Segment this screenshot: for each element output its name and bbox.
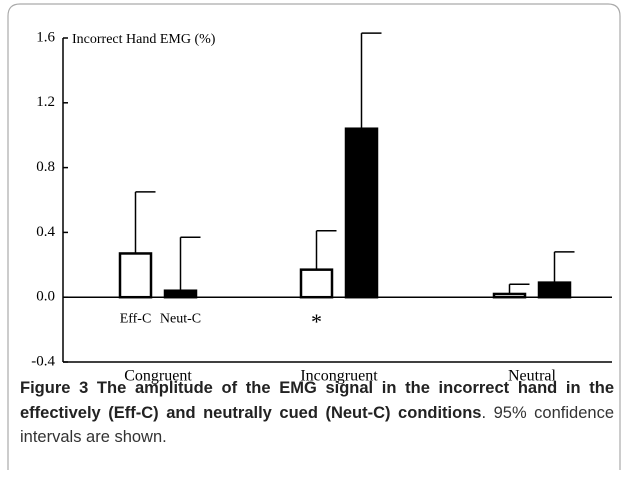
y-tick-label: 0.4 bbox=[36, 224, 55, 240]
bar bbox=[344, 127, 379, 299]
frame bbox=[7, 3, 621, 470]
caption: Figure 3 The amplitude of the EMG signal… bbox=[20, 376, 614, 450]
y-tick-label: 1.2 bbox=[36, 94, 55, 110]
y-tick-label: 1.6 bbox=[36, 29, 55, 45]
x-tick-label: Neutral bbox=[508, 368, 557, 385]
x-tick-label: Incongruent bbox=[300, 368, 378, 385]
y-tick-label: 0.0 bbox=[36, 289, 55, 305]
bar bbox=[537, 281, 572, 299]
caption-bold: Figure 3 The amplitude of the EMG signal… bbox=[20, 379, 614, 422]
bar bbox=[163, 289, 198, 299]
y-tick-label: 0.8 bbox=[36, 159, 55, 175]
series-label: Neut-C bbox=[160, 311, 201, 326]
series-label: Eff-C bbox=[120, 311, 152, 326]
bar bbox=[492, 292, 527, 299]
bar bbox=[299, 268, 334, 299]
y-axis-label: Incorrect Hand EMG (%) bbox=[72, 32, 216, 47]
caption-text: . 95% confidence intervals are shown. bbox=[20, 403, 614, 447]
x-tick-label: Congruent bbox=[124, 368, 192, 385]
y-tick-label: -0.4 bbox=[31, 353, 55, 369]
annotation: * bbox=[311, 309, 322, 334]
bar bbox=[118, 252, 153, 299]
